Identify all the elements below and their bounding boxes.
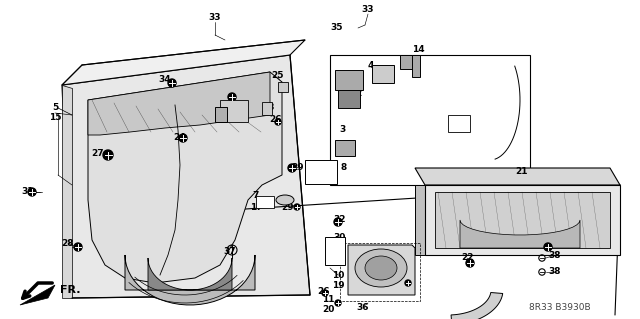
Text: 8: 8 xyxy=(341,162,347,172)
Circle shape xyxy=(168,79,176,87)
Text: FR.: FR. xyxy=(60,285,80,295)
Bar xyxy=(278,82,288,92)
Text: 30: 30 xyxy=(402,276,414,285)
Bar xyxy=(215,107,227,122)
Circle shape xyxy=(405,280,411,286)
Text: 13: 13 xyxy=(262,103,275,113)
Polygon shape xyxy=(125,255,255,305)
Circle shape xyxy=(322,290,328,296)
Polygon shape xyxy=(62,85,72,298)
Text: 34: 34 xyxy=(159,76,172,85)
Text: 26: 26 xyxy=(269,115,282,124)
Text: 37: 37 xyxy=(224,248,236,256)
Ellipse shape xyxy=(276,195,294,205)
Text: 2: 2 xyxy=(355,88,361,98)
Text: 38: 38 xyxy=(548,268,561,277)
Text: 21: 21 xyxy=(516,167,528,175)
Text: 15: 15 xyxy=(49,114,61,122)
Polygon shape xyxy=(88,72,270,135)
Text: 4: 4 xyxy=(368,61,374,70)
Circle shape xyxy=(228,93,236,101)
Text: 16: 16 xyxy=(210,114,222,122)
Polygon shape xyxy=(425,185,620,255)
Circle shape xyxy=(74,243,82,251)
Bar xyxy=(256,196,274,208)
Bar xyxy=(325,237,345,265)
Bar xyxy=(335,140,355,156)
Text: 6: 6 xyxy=(213,103,219,113)
Bar xyxy=(372,65,394,83)
Circle shape xyxy=(179,134,187,142)
Polygon shape xyxy=(451,293,503,319)
Text: 11: 11 xyxy=(322,295,334,305)
Circle shape xyxy=(544,243,552,251)
Bar xyxy=(340,243,420,301)
Ellipse shape xyxy=(365,256,397,280)
Text: 29: 29 xyxy=(282,204,294,212)
Text: 17: 17 xyxy=(250,203,262,211)
Text: 33: 33 xyxy=(209,13,221,23)
Text: 33: 33 xyxy=(362,5,374,14)
Text: 9: 9 xyxy=(371,250,377,259)
Text: 10: 10 xyxy=(332,271,344,279)
Text: 29: 29 xyxy=(292,162,304,172)
Bar xyxy=(448,115,470,132)
Text: 26: 26 xyxy=(317,287,329,296)
Polygon shape xyxy=(415,185,425,255)
Polygon shape xyxy=(415,168,620,185)
Polygon shape xyxy=(62,55,310,298)
Circle shape xyxy=(28,188,36,196)
Text: 30: 30 xyxy=(334,233,346,241)
Text: 3: 3 xyxy=(339,125,345,135)
Polygon shape xyxy=(348,245,415,295)
Text: 22: 22 xyxy=(461,254,473,263)
Bar xyxy=(262,102,272,115)
Bar xyxy=(220,100,248,122)
Text: 19: 19 xyxy=(332,280,344,290)
Text: 36: 36 xyxy=(356,302,369,311)
Text: 24: 24 xyxy=(173,132,186,142)
Text: 28: 28 xyxy=(61,239,74,248)
Circle shape xyxy=(334,218,342,226)
Circle shape xyxy=(294,204,300,210)
Bar xyxy=(400,55,418,69)
Text: 14: 14 xyxy=(412,46,424,55)
Text: 20: 20 xyxy=(322,306,334,315)
Circle shape xyxy=(466,259,474,267)
Circle shape xyxy=(335,300,341,306)
Bar xyxy=(330,55,530,185)
Text: 38: 38 xyxy=(548,250,561,259)
Circle shape xyxy=(275,119,281,125)
Ellipse shape xyxy=(355,249,407,287)
Text: 7: 7 xyxy=(253,191,259,201)
Bar xyxy=(335,70,363,90)
Polygon shape xyxy=(88,72,282,283)
Polygon shape xyxy=(435,192,610,248)
Text: 25: 25 xyxy=(272,71,284,80)
Polygon shape xyxy=(20,285,55,305)
Bar xyxy=(412,55,420,77)
Text: 27: 27 xyxy=(92,149,104,158)
Text: 35: 35 xyxy=(331,24,343,33)
Text: 18: 18 xyxy=(368,261,380,270)
Circle shape xyxy=(288,164,296,172)
Text: 32: 32 xyxy=(333,216,346,225)
Text: 31: 31 xyxy=(22,188,35,197)
Text: 8R33 B3930B: 8R33 B3930B xyxy=(529,303,591,313)
Circle shape xyxy=(103,150,113,160)
Polygon shape xyxy=(460,220,580,248)
Polygon shape xyxy=(62,40,305,85)
Text: 1: 1 xyxy=(345,78,351,86)
Text: 5: 5 xyxy=(52,103,58,113)
Text: 23: 23 xyxy=(541,238,554,247)
Bar xyxy=(338,90,360,108)
Text: 12: 12 xyxy=(221,84,234,93)
Bar xyxy=(305,160,337,184)
Polygon shape xyxy=(148,258,232,290)
